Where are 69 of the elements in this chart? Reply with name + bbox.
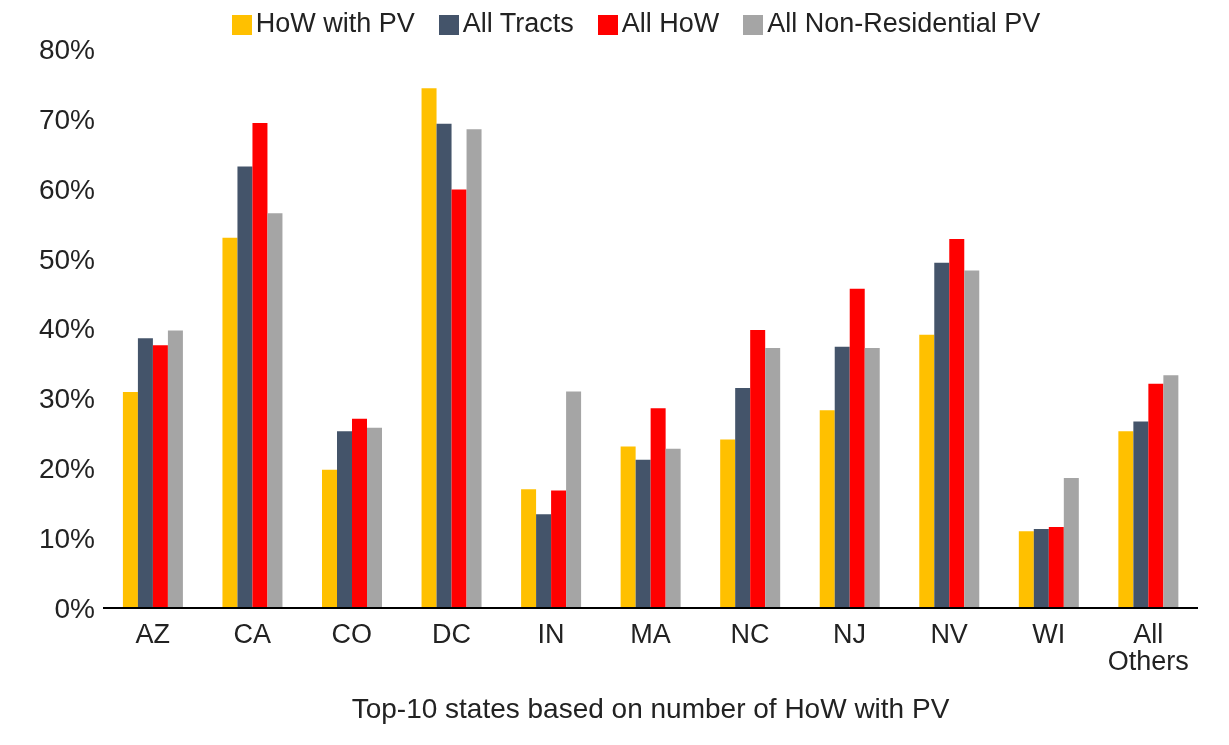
bar	[934, 262, 950, 608]
bar	[566, 391, 582, 608]
bar	[1048, 526, 1064, 608]
y-tick-label: 60%	[38, 173, 95, 205]
bar	[1063, 478, 1079, 608]
bar	[436, 123, 452, 608]
bar	[352, 418, 367, 608]
bar	[451, 189, 467, 608]
x-tick-label: All Others	[1107, 619, 1189, 677]
x-tick-label: NJ	[833, 619, 867, 650]
bar	[720, 439, 736, 608]
bar	[949, 239, 965, 608]
bar	[1018, 531, 1034, 608]
bar	[819, 410, 835, 608]
bar	[1033, 529, 1049, 608]
bar	[167, 330, 183, 608]
legend-label: HoW with PV	[255, 8, 415, 38]
bar	[1133, 421, 1149, 608]
bar	[1148, 383, 1164, 608]
bar	[466, 129, 482, 608]
bar	[620, 446, 636, 608]
bar	[536, 514, 552, 608]
bar	[635, 459, 651, 608]
bar	[735, 387, 751, 608]
bar	[849, 288, 865, 608]
bar	[650, 408, 666, 608]
x-axis-title: Top-10 states based on number of HoW with PV	[351, 693, 950, 724]
x-tick-label: MA	[630, 619, 671, 650]
bar	[551, 490, 567, 608]
x-tick-label: CO	[331, 619, 373, 650]
bar	[919, 334, 935, 608]
legend-label: All Tracts	[462, 8, 574, 38]
bar	[122, 392, 138, 608]
x-tick-label: AZ	[135, 619, 171, 650]
bar	[252, 123, 268, 608]
bar	[750, 329, 766, 608]
x-tick-label: NC	[730, 619, 770, 650]
y-tick-label: 30%	[38, 383, 95, 415]
x-tick-label: DC	[431, 619, 471, 650]
bar	[322, 469, 337, 608]
bar	[765, 348, 781, 608]
bar	[222, 237, 238, 608]
bar	[137, 338, 153, 608]
x-tick-label: IN	[537, 619, 565, 650]
y-tick-label: 0%	[54, 592, 95, 624]
bar	[367, 427, 382, 608]
y-tick-label: 50%	[38, 243, 95, 275]
y-tick-label: 40%	[38, 313, 95, 345]
bar	[1118, 431, 1134, 608]
bar	[665, 448, 681, 608]
bar	[237, 166, 253, 608]
y-tick-label: 20%	[38, 453, 95, 485]
bar	[1163, 375, 1179, 608]
x-tick-label: WI	[1032, 619, 1066, 650]
y-tick-label: 70%	[38, 103, 95, 135]
bar	[834, 346, 850, 608]
y-tick-label: 10%	[38, 523, 95, 555]
legend-label: All HoW	[621, 8, 720, 38]
bar	[864, 348, 880, 608]
bar	[337, 431, 352, 608]
bar	[521, 489, 537, 608]
bar	[964, 270, 980, 608]
y-tick-label: 80%	[38, 33, 95, 65]
x-tick-label: NV	[930, 619, 968, 650]
legend-label: All Non-Residential PV	[767, 8, 1041, 38]
bar	[152, 345, 168, 608]
x-tick-label: CA	[233, 619, 272, 650]
bar	[267, 213, 283, 608]
bar	[421, 88, 437, 608]
